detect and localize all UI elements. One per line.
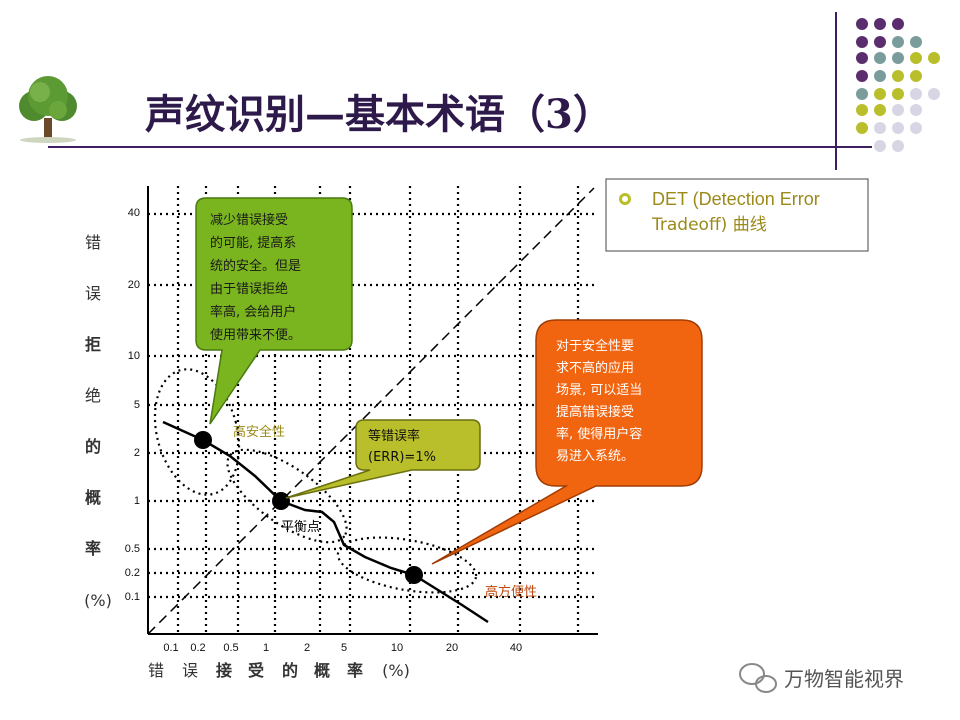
legend-line-2: Tradeoff) 曲线 bbox=[651, 215, 767, 235]
label-balance-point: 平衡点 bbox=[281, 520, 320, 535]
green-callout-line: 减少错误接受 bbox=[210, 212, 288, 228]
x-axis-char: 受 bbox=[248, 661, 264, 680]
green-callout-line: 使用带来不便。 bbox=[210, 327, 301, 343]
y-axis-char: 率 bbox=[85, 539, 101, 558]
tree-icon bbox=[19, 76, 77, 143]
x-tick: 40 bbox=[510, 642, 522, 654]
high-security-ellipse bbox=[153, 368, 241, 496]
green-callout-line: 统的安全。但是 bbox=[210, 258, 301, 274]
y-axis-char: 的 bbox=[85, 437, 101, 456]
dot-grid-decoration bbox=[856, 18, 940, 152]
x-tick: 0.5 bbox=[223, 642, 238, 654]
x-tick: 0.2 bbox=[190, 642, 205, 654]
high-convenience-ellipse bbox=[336, 536, 478, 594]
x-axis-char: 的 bbox=[282, 661, 298, 680]
x-tick: 1 bbox=[263, 642, 269, 654]
err-callout: 等错误率 (ERR)=1% bbox=[285, 419, 481, 499]
orange-callout-line: 求不高的应用 bbox=[556, 360, 634, 376]
orange-callout-line: 易进入系统。 bbox=[556, 449, 634, 464]
legend-line-1: DET (Detection Error bbox=[652, 189, 820, 209]
orange-callout: 对于安全性要 求不高的应用 场景, 可以适当 提高错误接受 率, 使得用户容 易… bbox=[431, 319, 703, 565]
y-axis-char: 误 bbox=[85, 284, 101, 303]
y-tick: 1 bbox=[134, 495, 140, 507]
x-axis-char: (%) bbox=[382, 661, 410, 680]
x-axis-char: 错 bbox=[148, 661, 164, 680]
green-callout: 减少错误接受 的可能, 提高系 统的安全。但是 由于错误拒绝 率高, 会给用户 … bbox=[195, 197, 353, 425]
high-security-point bbox=[194, 431, 212, 449]
x-tick: 5 bbox=[341, 642, 347, 654]
watermark: 万物智能视界 bbox=[739, 663, 904, 693]
y-axis-char: 概 bbox=[85, 488, 101, 507]
label-high-convenience: 高方便性 bbox=[485, 584, 537, 600]
x-tick: 0.1 bbox=[163, 642, 178, 654]
x-axis-char: 误 bbox=[182, 661, 198, 680]
y-axis-title: 错 误 拒 绝 的 概 率 (%) bbox=[84, 233, 112, 610]
x-axis-title: 错 误 接 受 的 概 率 (%) bbox=[148, 661, 410, 680]
orange-callout-line: 提高错误接受 bbox=[556, 404, 634, 420]
y-axis-char: (%) bbox=[84, 591, 112, 610]
bullet-icon bbox=[619, 193, 631, 205]
x-tick-labels: 0.1 0.2 0.5 1 2 5 10 20 40 bbox=[163, 642, 522, 654]
y-tick: 20 bbox=[128, 279, 140, 291]
det-curve bbox=[162, 420, 489, 624]
y-tick: 10 bbox=[128, 350, 140, 362]
err-callout-line: (ERR)=1% bbox=[368, 450, 436, 465]
legend-box: DET (Detection Error Tradeoff) 曲线 bbox=[605, 178, 869, 252]
y-tick-labels: 40 20 10 5 2 1 0.5 0.2 0.1 bbox=[125, 207, 140, 603]
y-axis-char: 拒 bbox=[85, 335, 101, 354]
grid-lines bbox=[148, 186, 598, 634]
orange-callout-line: 对于安全性要 bbox=[556, 338, 634, 354]
y-tick: 0.1 bbox=[125, 591, 140, 603]
x-tick: 10 bbox=[391, 642, 403, 654]
x-axis-char: 接 bbox=[216, 661, 232, 680]
y-tick: 0.5 bbox=[125, 543, 140, 555]
err-callout-line: 等错误率 bbox=[368, 428, 420, 444]
err-diagonal bbox=[147, 187, 595, 635]
watermark-text: 万物智能视界 bbox=[784, 667, 904, 691]
wechat-icon bbox=[739, 663, 777, 693]
orange-callout-line: 场景, 可以适当 bbox=[556, 383, 642, 398]
x-axis-char: 率 bbox=[347, 661, 363, 680]
green-callout-line: 率高, 会给用户 bbox=[210, 304, 296, 320]
green-callout-line: 由于错误拒绝 bbox=[210, 281, 288, 297]
y-tick: 5 bbox=[134, 399, 140, 411]
balance-ellipse bbox=[226, 448, 348, 544]
balance-point bbox=[272, 492, 290, 510]
label-high-security: 高安全性 bbox=[233, 424, 285, 440]
x-tick: 2 bbox=[304, 642, 310, 654]
x-axis-char: 概 bbox=[314, 661, 330, 680]
y-axis-char: 错 bbox=[85, 233, 101, 252]
slide-title: 声纹识别—基本术语（3） bbox=[145, 91, 613, 138]
region-ellipses bbox=[153, 368, 478, 594]
orange-callout-line: 率, 使得用户容 bbox=[556, 426, 642, 442]
y-tick: 40 bbox=[128, 207, 140, 219]
y-axis-char: 绝 bbox=[85, 386, 101, 405]
high-convenience-point bbox=[405, 566, 423, 584]
y-tick: 0.2 bbox=[125, 567, 140, 579]
y-tick: 2 bbox=[134, 447, 140, 459]
green-callout-line: 的可能, 提高系 bbox=[210, 235, 296, 251]
x-tick: 20 bbox=[446, 642, 458, 654]
